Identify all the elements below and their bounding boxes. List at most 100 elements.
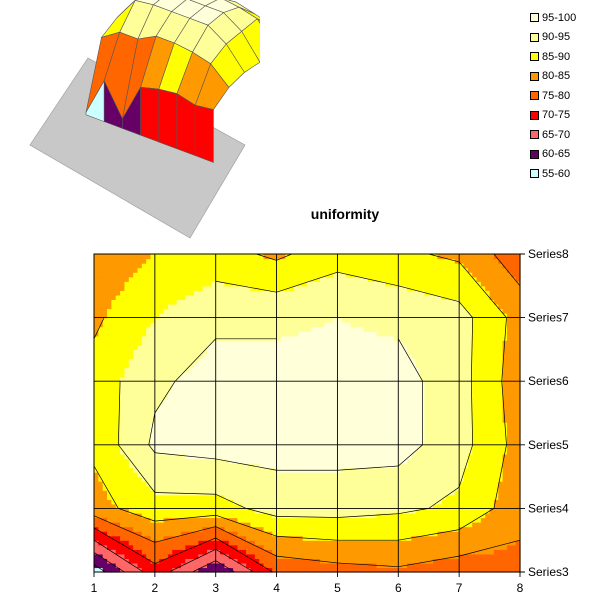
contour-cell — [159, 422, 165, 428]
contour-cell — [302, 435, 308, 441]
contour-cell — [467, 485, 473, 491]
contour-cell — [254, 449, 260, 455]
contour-cell — [485, 385, 491, 391]
contour-cell — [163, 349, 169, 355]
contour-cell — [480, 512, 486, 519]
contour-cell — [267, 349, 273, 355]
contour-cell — [233, 531, 239, 537]
contour-cell — [220, 344, 226, 350]
contour-cell — [380, 431, 386, 437]
contour-cell — [385, 381, 391, 387]
contour-cell — [450, 453, 456, 460]
contour-cell — [128, 422, 134, 428]
contour-cell — [180, 408, 186, 414]
contour-cell — [433, 353, 439, 360]
contour-cell — [420, 444, 425, 450]
contour-cell — [367, 349, 373, 355]
contour-cell — [385, 526, 391, 532]
contour-cell — [350, 472, 356, 478]
contour-cell — [302, 490, 308, 496]
contour-cell — [454, 385, 460, 391]
contour-cell — [333, 462, 339, 469]
contour-cell — [120, 526, 126, 532]
contour-cell — [146, 413, 152, 419]
contour-cell — [498, 394, 504, 400]
contour-cell — [402, 399, 408, 405]
contour-cell — [493, 367, 499, 373]
contour-cell — [337, 526, 343, 532]
contour-cell — [463, 399, 469, 405]
legend-label: 85-90 — [542, 50, 571, 63]
contour-cell — [202, 490, 208, 496]
contour-cell — [154, 512, 160, 519]
contour-cell — [185, 535, 191, 541]
contour-cell — [280, 499, 286, 505]
contour-cell — [124, 508, 130, 514]
contour-cell — [263, 526, 269, 532]
contour-cell — [320, 567, 325, 573]
contour-cell — [107, 372, 112, 378]
contour-cell — [320, 408, 325, 414]
contour-cell — [359, 399, 365, 405]
contour-cell — [180, 422, 186, 428]
contour-cell — [511, 381, 517, 387]
contour-cell — [389, 372, 395, 378]
contour-cell — [485, 517, 491, 523]
contour-cell — [389, 413, 395, 419]
contour-cell — [172, 417, 178, 423]
contour-cell — [385, 531, 391, 537]
contour-cell — [107, 562, 112, 569]
contour-cell — [285, 512, 291, 519]
contour-cell — [94, 517, 99, 523]
contour-cell — [111, 494, 117, 500]
contour-cell — [102, 372, 108, 378]
contour-cell — [293, 553, 299, 559]
contour-cell — [237, 399, 243, 405]
contour-cell — [137, 517, 143, 523]
contour-cell — [180, 372, 186, 378]
contour-cell — [498, 540, 504, 546]
contour-cell — [315, 367, 321, 373]
contour-cell — [459, 499, 465, 505]
contour-cell — [298, 349, 304, 355]
contour-cell — [333, 422, 339, 428]
contour-cell — [128, 512, 134, 519]
contour-cell — [493, 440, 499, 446]
contour-cell — [211, 562, 217, 569]
contour-cell — [328, 494, 334, 500]
contour-cell — [380, 440, 386, 446]
contour-cell — [272, 422, 278, 428]
contour-cell — [454, 376, 460, 382]
contour-cell — [506, 449, 512, 455]
contour-cell — [237, 426, 243, 432]
contour-cell — [441, 567, 447, 573]
contour-cell — [246, 381, 252, 387]
contour-cell — [389, 517, 395, 523]
contour-cell — [150, 549, 156, 555]
contour-cell — [372, 358, 378, 364]
contour-cell — [450, 485, 456, 491]
contour-cell — [202, 349, 208, 355]
contour-cell — [98, 453, 104, 460]
contour-cell — [454, 444, 460, 450]
contour-cell — [472, 435, 478, 441]
contour-cell — [437, 353, 443, 360]
contour-cell — [259, 403, 265, 410]
contour-cell — [463, 413, 469, 419]
contour-cell — [250, 544, 256, 550]
contour-cell — [102, 394, 108, 400]
contour-cell — [337, 531, 343, 537]
contour-cell — [350, 403, 356, 410]
contour-cell — [94, 385, 99, 391]
contour-cell — [198, 372, 204, 378]
contour-cell — [176, 385, 182, 391]
contour-cell — [341, 367, 347, 373]
contour-cell — [307, 435, 312, 441]
contour-cell — [137, 508, 143, 514]
contour-cell — [320, 517, 325, 523]
contour-cell — [193, 462, 199, 469]
contour-cell — [463, 567, 469, 573]
contour-cell — [515, 508, 521, 514]
contour-cell — [493, 444, 499, 450]
contour-cell — [463, 467, 469, 473]
